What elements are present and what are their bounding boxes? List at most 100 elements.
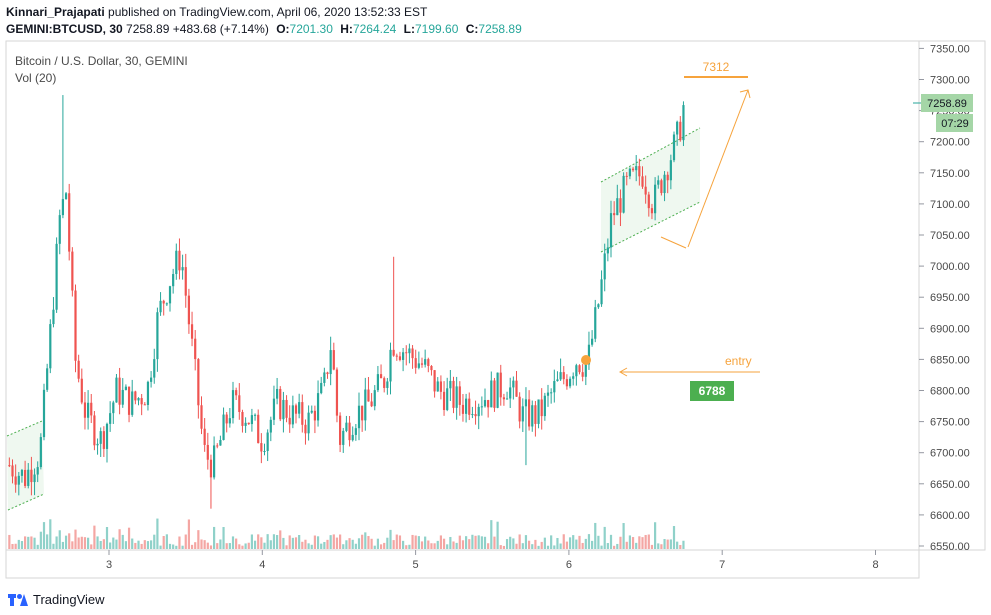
author-name[interactable]: Kinnari_Prajapati [6, 5, 105, 19]
volume-bar [93, 525, 96, 549]
volume-bar [424, 536, 427, 549]
volume-bar [301, 541, 304, 549]
volume-bar [427, 540, 430, 549]
published-text: published on TradingView.com, April 06, … [108, 5, 428, 19]
volume-bar [666, 539, 669, 549]
chart-legend-title[interactable]: Bitcoin / U.S. Dollar, 30, GEMINI [15, 54, 188, 68]
volume-bar [490, 520, 493, 549]
candle-body [127, 386, 131, 415]
candle-body [575, 365, 578, 377]
volume-bar [294, 537, 298, 549]
x-tick-label: 5 [413, 559, 419, 571]
candle-body [80, 378, 83, 403]
volume-bar [436, 540, 439, 549]
y-tick-label: 7050.00 [930, 230, 970, 242]
entry-marker-dot [581, 355, 591, 365]
volume-bar [326, 539, 329, 549]
volume-bar [433, 543, 436, 549]
volume-bar [641, 537, 644, 549]
candle-body [162, 300, 165, 304]
y-tick-label: 6750.00 [930, 417, 970, 429]
candle-body [367, 389, 370, 402]
volume-bar [392, 540, 395, 549]
candle-body [638, 166, 641, 177]
candle-body [175, 250, 178, 275]
volume-bar [556, 537, 559, 549]
volume-bar [638, 536, 641, 549]
candle-body [392, 349, 395, 356]
volume-bar [512, 538, 515, 549]
candle-body [342, 430, 345, 445]
candle-body [339, 415, 342, 445]
entry-price-badge[interactable] [690, 381, 734, 401]
candle-body [36, 467, 39, 475]
candle-body [509, 387, 512, 399]
last-price-text: 7258.89 [927, 98, 967, 110]
volume-bar [253, 540, 257, 549]
candle-body [682, 105, 685, 141]
candle-body [140, 398, 143, 405]
entry-label[interactable]: entry [725, 354, 752, 368]
volume-bar [134, 542, 137, 549]
candle-body [112, 402, 115, 414]
volume-bar [575, 539, 578, 549]
x-tick-label: 6 [566, 559, 572, 571]
candle-body [446, 388, 449, 410]
candle-body [310, 410, 313, 413]
candle-body [11, 465, 14, 477]
candle-body [49, 324, 52, 369]
right-parallel-channel[interactable] [600, 127, 701, 253]
volume-bar [442, 538, 446, 549]
candle-body [143, 404, 146, 406]
volume-bar [483, 536, 487, 549]
candle-body [644, 186, 647, 195]
volume-bar [112, 537, 115, 549]
candle-body [348, 422, 351, 441]
volume-bar [263, 542, 266, 549]
volume-bar [14, 543, 17, 549]
y-tick-label: 6550.00 [930, 541, 970, 553]
candlesticks [8, 95, 685, 509]
volume-bar [24, 536, 27, 549]
candle-body [115, 377, 118, 403]
candle-body [606, 247, 609, 254]
candle-body [619, 198, 622, 213]
y-tick-label: 6600.00 [930, 510, 970, 522]
candle-body [266, 432, 269, 452]
volume-legend[interactable]: Vol (20) [15, 71, 57, 85]
candle-body [663, 174, 666, 194]
candle-body [461, 404, 465, 414]
y-tick-label: 7000.00 [930, 261, 970, 273]
volume-bar [471, 534, 474, 549]
volume-bar [225, 543, 228, 549]
last-price: 7258.89 [126, 22, 170, 36]
volume-bar [316, 536, 320, 549]
candle-body [641, 176, 644, 187]
volume-bar [672, 526, 676, 549]
target-label[interactable]: 7312 [703, 60, 730, 74]
candle-body [499, 372, 502, 398]
volume-bar [420, 541, 424, 549]
x-tick-label: 3 [106, 559, 112, 571]
candle-body [231, 390, 235, 419]
volume-bar [534, 539, 537, 549]
candle-body [14, 476, 17, 485]
candle-body [562, 372, 565, 380]
candle-body [301, 402, 304, 425]
candle-body [165, 303, 168, 305]
publish-info: Kinnari_Prajapati published on TradingVi… [6, 5, 427, 19]
drawing-annotations[interactable]: 7312 entry 6788 [581, 60, 760, 401]
candle-body [581, 372, 584, 377]
tradingview-logo[interactable]: TradingView [8, 592, 105, 607]
projection-arrow-line[interactable] [687, 89, 749, 248]
candle-body [17, 475, 20, 485]
last-price-tag: 7258.89 07:29 [913, 94, 973, 132]
volume-bar [528, 540, 531, 549]
candle-body [543, 395, 546, 417]
volume-bar [383, 542, 386, 549]
candle-body [313, 410, 317, 421]
volume-bar [58, 530, 61, 549]
candle-body [219, 439, 222, 446]
time-axis[interactable]: 3 4 5 6 7 8 [106, 550, 879, 571]
